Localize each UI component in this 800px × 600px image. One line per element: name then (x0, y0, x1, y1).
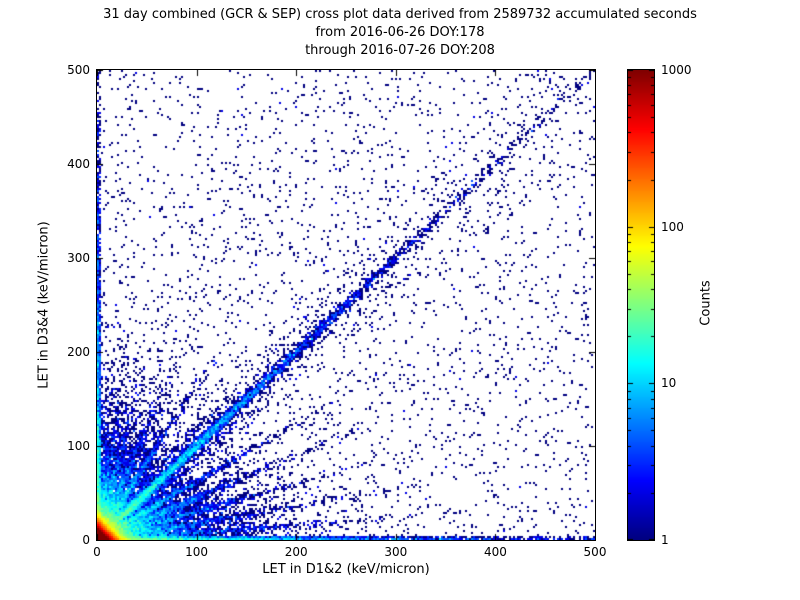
scatter-plot-canvas (97, 70, 595, 540)
x-tick-label: 200 (284, 545, 308, 559)
colorbar-canvas (628, 70, 654, 540)
colorbar-tick-label: 1000 (661, 63, 692, 77)
colorbar-tick-label: 100 (661, 219, 684, 234)
y-tick-label: 500 (67, 63, 90, 77)
colorbar-tick-label: 1 (661, 533, 669, 547)
y-tick-label: 100 (67, 439, 90, 453)
x-axis-label: LET in D1&2 (keV/micron) (262, 562, 430, 577)
colorbar (627, 69, 655, 541)
colorbar-label: Counts (698, 280, 714, 326)
chart-title-line-2: from 2016-06-26 DOY:178 (315, 25, 485, 40)
plot-area (96, 69, 596, 541)
x-tick-label: 500 (583, 545, 607, 559)
y-tick-label: 0 (82, 533, 90, 547)
chart-title-line-3: through 2016-07-26 DOY:208 (305, 43, 495, 58)
y-tick-label: 200 (67, 345, 90, 359)
chart-title-line-1: 31 day combined (GCR & SEP) cross plot d… (103, 7, 697, 22)
colorbar-tick-label: 10 (661, 376, 677, 391)
x-tick-label: 400 (483, 545, 507, 559)
x-tick-label: 100 (185, 545, 209, 559)
x-tick-label: 300 (384, 545, 408, 559)
y-tick-label: 400 (67, 157, 90, 171)
x-tick-label: 0 (93, 545, 101, 559)
y-tick-label: 300 (67, 251, 90, 265)
y-axis-label: LET in D3&4 (keV/micron) (36, 221, 52, 389)
